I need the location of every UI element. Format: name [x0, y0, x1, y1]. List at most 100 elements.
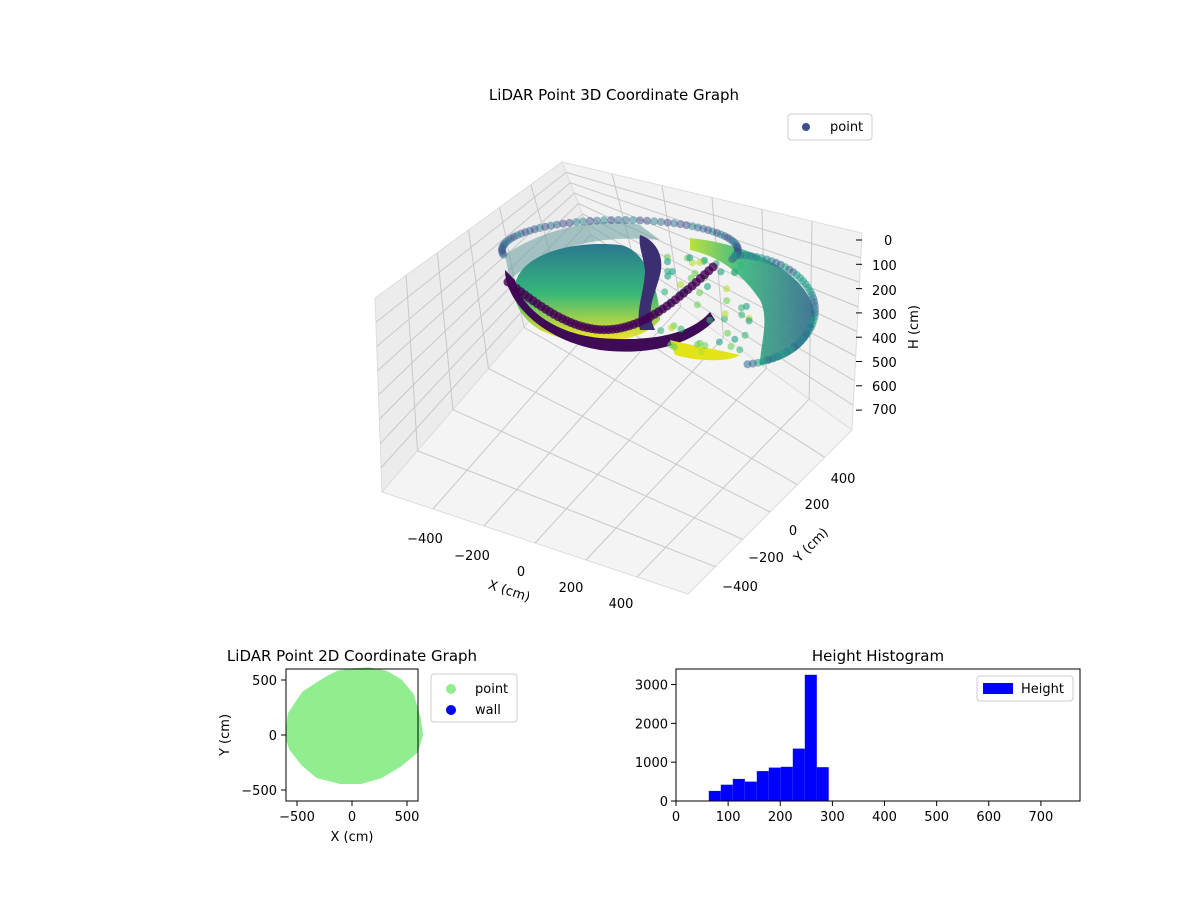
- scatter-point: [736, 346, 744, 354]
- histogram-bar: [768, 767, 781, 801]
- y-tick-label: 0: [660, 795, 668, 810]
- scatter-point: [664, 258, 671, 266]
- histogram-bar: [720, 784, 733, 801]
- scatter-point: [693, 301, 701, 309]
- scatter-point: [677, 281, 685, 289]
- scatter-point: [742, 302, 750, 310]
- legend-2d: point wall: [430, 673, 518, 723]
- grid-line: [565, 171, 861, 259]
- scatter-point: [621, 216, 630, 224]
- y-axis-label: Y (cm): [218, 714, 233, 757]
- grid-line: [376, 182, 571, 347]
- scatter-point: [600, 216, 608, 225]
- legend-frame: [976, 675, 1074, 702]
- x-tick-label: 200: [559, 581, 584, 596]
- scatter-point: [670, 343, 678, 351]
- x-tick-label: 700: [1028, 810, 1053, 825]
- scatter-point: [696, 289, 704, 297]
- histogram-bar: [756, 771, 769, 801]
- y-tick-label: 400: [831, 472, 856, 487]
- scatter-point: [546, 221, 555, 230]
- legend-histogram: Height: [976, 675, 1074, 702]
- y-tick-label: 2000: [635, 717, 668, 732]
- scatter-point: [614, 216, 623, 224]
- scatter-point: [628, 216, 637, 225]
- scatter-point: [663, 218, 672, 227]
- scatter-point: [578, 217, 587, 226]
- scatter-point: [552, 220, 561, 229]
- x-tick-label: 0: [348, 810, 356, 825]
- histogram-bars: [708, 674, 829, 801]
- legend-swatch-height: [983, 683, 1013, 694]
- y-tick-label: 0: [789, 524, 797, 539]
- scatter-point: [572, 218, 581, 227]
- x-tick-label: −400: [407, 532, 443, 547]
- chart-2d-title: LiDAR Point 2D Coordinate Graph: [227, 647, 477, 665]
- scatter-point: [694, 340, 701, 348]
- scatter-point: [723, 285, 730, 293]
- scatter-point: [717, 268, 725, 276]
- z-axis-label: H (cm): [907, 305, 922, 349]
- y-axis-2d: 500 0 −500 Y (cm): [218, 674, 286, 799]
- z-tick-label: 400: [872, 332, 897, 347]
- y-tick-label: −500: [241, 784, 277, 799]
- histogram-bar: [804, 674, 817, 801]
- y-tick-label: 0: [269, 729, 277, 744]
- x-axis-label: X (cm): [331, 830, 374, 845]
- y-tick-label: 1000: [635, 756, 668, 771]
- z-tick-label: 100: [872, 259, 897, 274]
- scatter-point: [656, 217, 665, 226]
- histogram-bar: [816, 767, 829, 801]
- z-tick-label: 600: [872, 380, 897, 395]
- x-tick-label: 100: [716, 810, 741, 825]
- scatter-point: [697, 348, 705, 356]
- point-cloud-lower-patch: [670, 340, 740, 361]
- legend-label-point: point: [475, 682, 508, 697]
- scatter-point: [704, 283, 711, 290]
- scatter-point: [721, 310, 729, 318]
- scatter-point: [650, 217, 659, 226]
- histogram-bar: [708, 790, 721, 801]
- axes-frame-histogram: [675, 668, 1081, 802]
- histogram-bar: [732, 778, 745, 801]
- z-axis-3d: 0 100 200 300 400 500 600 700 H (cm): [872, 234, 922, 418]
- scatter-3d-points: [498, 216, 819, 369]
- chart-histogram: Height Histogram 0 100 200 300 400 500 600 700 …: [635, 647, 1081, 825]
- x-tick-label: 200: [768, 810, 793, 825]
- scatter-point: [745, 317, 753, 325]
- y-tick-label: −400: [722, 580, 758, 595]
- legend-3d: point: [787, 113, 873, 141]
- point-cloud-front-band: [505, 270, 715, 352]
- x-tick-label: 500: [924, 810, 949, 825]
- scatter-point: [691, 269, 699, 277]
- chart-3d-title: LiDAR Point 3D Coordinate Graph: [489, 86, 739, 104]
- legend-label-wall: wall: [475, 703, 501, 718]
- scatter-point: [664, 272, 672, 280]
- legend-frame: [787, 113, 873, 141]
- y-tick-label: −200: [748, 551, 784, 566]
- grid-line: [377, 192, 575, 372]
- scatter-cloud-point: [285, 667, 423, 784]
- z-tick-label: 300: [872, 308, 897, 323]
- histogram-title: Height Histogram: [812, 647, 944, 665]
- x-axis-2d: −500 0 500 X (cm): [279, 801, 419, 845]
- scatter-point: [721, 315, 728, 323]
- scatter-2d-points: [285, 667, 423, 784]
- histogram-bar: [792, 748, 805, 801]
- scatter-point: [738, 311, 746, 319]
- x-tick-label: 400: [872, 810, 897, 825]
- legend-marker-point: [802, 123, 810, 131]
- scatter-point: [607, 216, 616, 225]
- scatter-point: [741, 331, 749, 339]
- scatter-point: [723, 297, 731, 305]
- grid-line: [375, 171, 567, 323]
- point-cloud-bowl: [514, 244, 660, 343]
- scatter-point: [585, 217, 594, 225]
- scatter-point: [565, 218, 574, 227]
- x-tick-label: 400: [609, 597, 634, 612]
- scatter-point: [743, 360, 752, 369]
- scatter-point: [682, 221, 691, 230]
- scatter-point: [668, 324, 675, 332]
- scatter-point: [643, 216, 652, 225]
